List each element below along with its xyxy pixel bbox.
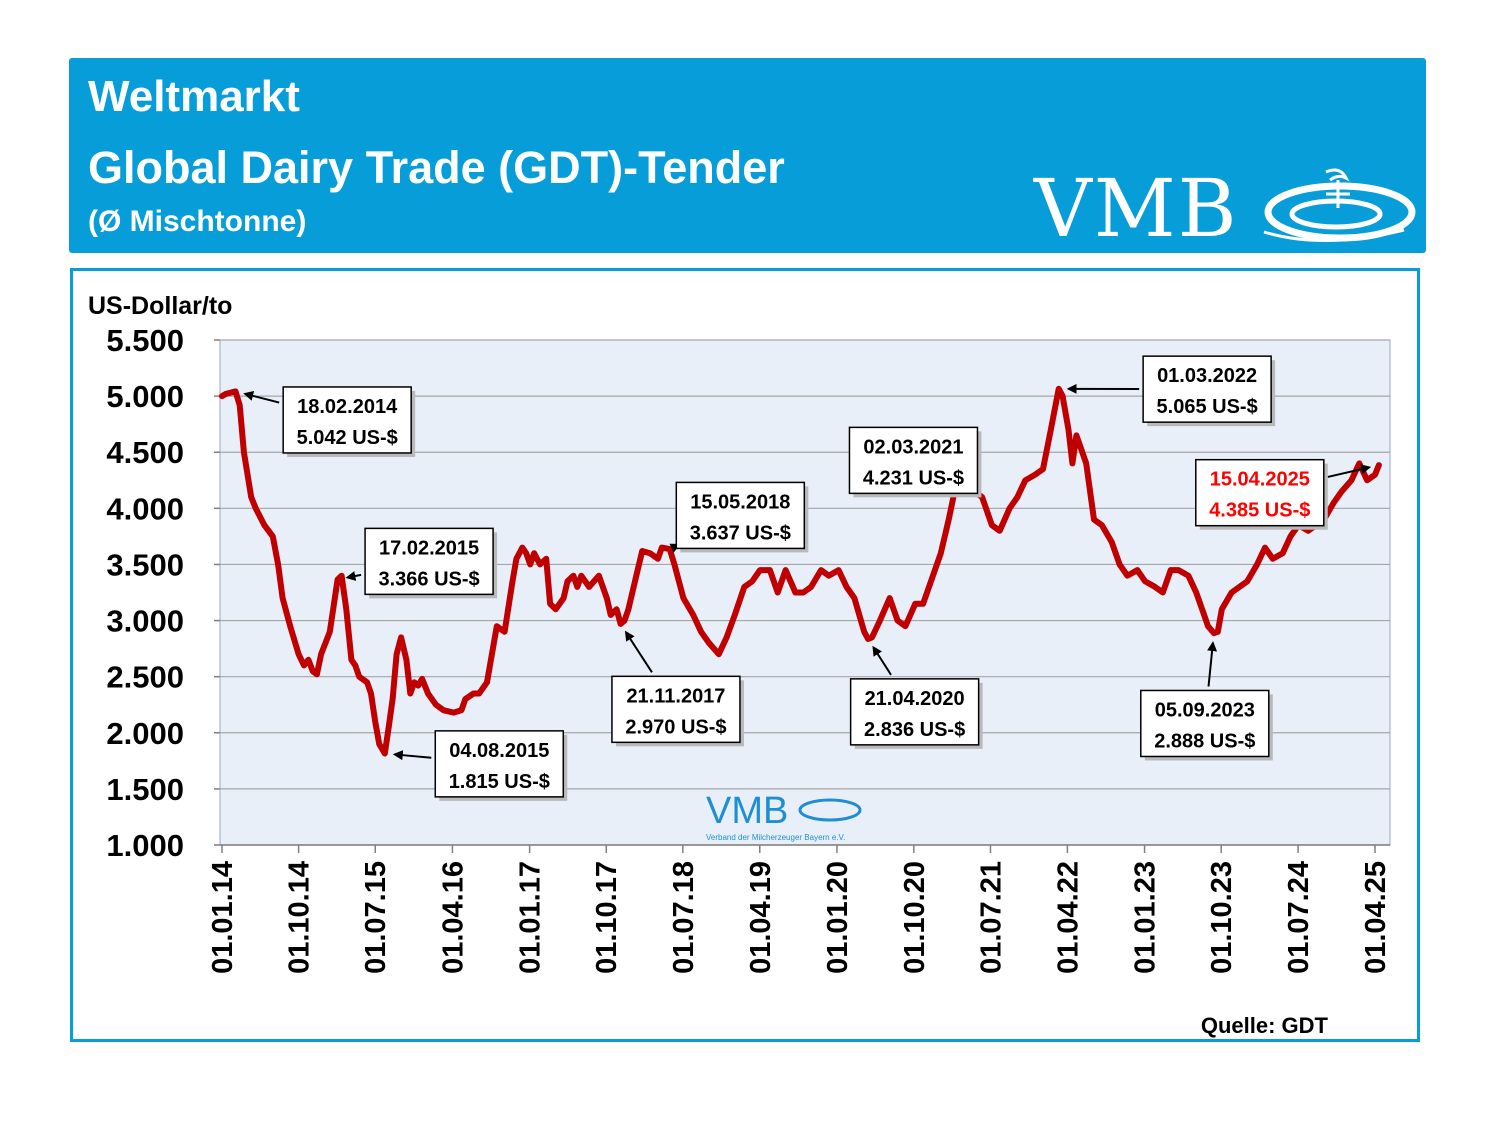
x-axis-ticks: 01.01.14 01.10.14 01.07.15 01.04.16 01.01.17…: [207, 844, 1392, 974]
annotation-value: 5.065 US-$: [1157, 396, 1258, 418]
annotation-box: [1142, 355, 1272, 423]
annotation-date: 21.11.2017: [626, 685, 725, 707]
annotation-callout: 21.04.2020 2.836 US-$: [849, 645, 983, 749]
annotation-value: 4.231 US-$: [863, 467, 964, 489]
annotation-callout: 18.02.2014 5.042 US-$: [243, 386, 416, 457]
y-tick-label: 4.000: [106, 491, 184, 526]
annotation-value: 2.970 US-$: [625, 716, 726, 738]
annotation-callout: 15.04.2025 4.385 US-$: [1195, 458, 1372, 530]
annotation-value: 2.836 US-$: [864, 719, 965, 741]
y-tick-label: 2.500: [106, 660, 184, 695]
annotation-callout: 17.02.2015 3.366 US-$: [345, 527, 498, 599]
annotation-arrow: [392, 750, 432, 761]
annotation-date: 17.02.2015: [379, 537, 479, 559]
annotation-arrow: [243, 391, 280, 404]
annotation-box: [611, 675, 741, 744]
annotation-arrow: [1327, 464, 1372, 478]
x-tick-label: 01.01.14: [207, 861, 239, 974]
annotation-date: 21.04.2020: [865, 688, 965, 710]
vmb-logo-text: VMB: [1034, 162, 1239, 255]
annotations: 18.02.2014 5.042 US-$ 17.02.2015 3.366 US-$…: [243, 355, 1372, 801]
price-series-line: [219, 385, 1382, 757]
y-tick-label: 1.500: [106, 772, 184, 807]
annotation-date: 01.03.2022: [1157, 365, 1257, 387]
annotation-box: [849, 678, 980, 746]
y-tick-label: 4.500: [106, 435, 184, 470]
annotation-box: [282, 386, 412, 454]
annotation-value: 5.042 US-$: [297, 427, 398, 449]
annotation-date: 15.05.2018: [690, 491, 790, 513]
x-tick-label: 01.07.18: [668, 861, 700, 974]
x-tick-label: 01.01.17: [515, 861, 547, 974]
annotation-date: 05.09.2023: [1155, 699, 1255, 721]
y-tick-label: 2.000: [106, 716, 184, 751]
annotation-arrow: [345, 571, 362, 581]
annotation-arrow: [872, 645, 892, 676]
y-tick-label: 1.000: [106, 828, 184, 863]
x-tick-label: 01.04.22: [1052, 861, 1084, 974]
annotation-date: 02.03.2021: [863, 436, 963, 458]
annotation-value: 3.366 US-$: [378, 568, 479, 590]
annotation-value: 2.888 US-$: [1154, 730, 1255, 752]
vmb-swirl-icon: [1263, 168, 1416, 242]
annotation-callout: 04.08.2015 1.815 US-$: [392, 730, 568, 801]
x-tick-label: 01.01.20: [822, 861, 854, 974]
annotation-callout: 02.03.2021 4.231 US-$: [848, 426, 982, 498]
annotation-box: [848, 426, 979, 495]
annotation-box: [434, 730, 565, 798]
x-tick-label: 01.04.19: [745, 861, 777, 974]
annotation-date: 04.08.2015: [449, 740, 549, 762]
annotation-arrow: [1207, 641, 1218, 687]
x-tick-label: 01.04.25: [1360, 861, 1392, 974]
annotation-box: [1195, 458, 1325, 527]
header-subtitle: Global Dairy Trade (GDT)-Tender: [88, 142, 785, 193]
annotation-callout: 05.09.2023 2.888 US-$: [1140, 641, 1273, 761]
annotation-arrow: [624, 630, 653, 673]
annotation-box: [1140, 689, 1270, 758]
chart-frame: [70, 268, 1420, 1042]
annotation-date: 18.02.2014: [297, 396, 398, 418]
annotation-callout: 01.03.2022 5.065 US-$: [1066, 355, 1276, 427]
x-tick-label: 01.10.23: [1206, 861, 1238, 974]
source-note: Quelle: GDT: [1201, 1013, 1329, 1038]
x-tick-label: 01.04.16: [437, 861, 469, 974]
x-tick-label: 01.10.14: [284, 861, 316, 974]
x-tick-label: 01.07.24: [1283, 861, 1315, 974]
header-unit-note: (Ø Mischtonne): [88, 205, 307, 238]
watermark-logo-text: VMB: [706, 790, 788, 832]
annotation-box: [675, 481, 806, 550]
x-tick-label: 01.10.17: [591, 861, 623, 974]
annotation-callout: 21.11.2017 2.970 US-$: [611, 630, 744, 747]
annotation-value: 1.815 US-$: [449, 771, 550, 793]
y-tick-label: 3.500: [106, 547, 184, 582]
x-tick-label: 01.01.23: [1130, 861, 1162, 974]
y-tick-label: 5.500: [106, 323, 184, 358]
y-tick-label: 5.000: [106, 379, 184, 414]
header-title: Weltmarkt: [88, 72, 300, 121]
x-tick-label: 01.07.15: [360, 861, 392, 974]
x-tick-label: 01.07.21: [975, 861, 1007, 974]
vmb-watermark: VMB Verband der Milcherzeuger Bayern e.V…: [706, 790, 862, 842]
y-axis-ticks: 1.000 1.500 2.000 2.500 3.000 3.500 4.000 4.500…: [106, 323, 220, 863]
watermark-swirl-icon: [798, 798, 862, 822]
annotation-callout: 15.05.2018 3.637 US-$: [669, 481, 809, 553]
vmb-logo: VMB: [1034, 162, 1424, 255]
x-tick-label: 01.10.20: [899, 861, 931, 974]
annotation-value: 4.385 US-$: [1209, 500, 1310, 522]
watermark-subtext: Verband der Milcherzeuger Bayern e.V.: [706, 833, 845, 842]
header-banner: Weltmarkt Global Dairy Trade (GDT)-Tende…: [69, 58, 1426, 255]
annotation-date: 15.04.2025: [1210, 469, 1310, 491]
annotation-box: [364, 527, 494, 596]
y-tick-label: 3.000: [106, 604, 184, 639]
y-axis-label: US-Dollar/to: [88, 292, 232, 320]
annotation-value: 3.637 US-$: [690, 522, 791, 544]
